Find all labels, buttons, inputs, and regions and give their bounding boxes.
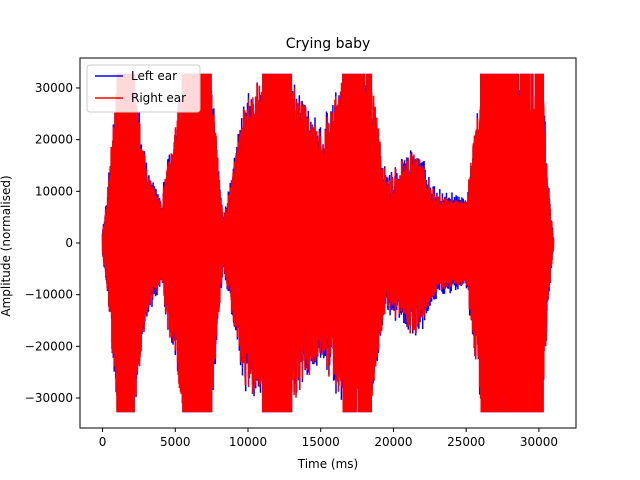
y-tick-label: −30000 [25, 391, 73, 405]
x-tick-label: 10000 [229, 435, 267, 449]
y-tick-label: 10000 [35, 184, 73, 198]
legend-label-right-ear: Right ear [131, 91, 186, 105]
x-tick-label: 15000 [302, 435, 340, 449]
x-tick-label: 30000 [520, 435, 558, 449]
series-line-right-ear [101, 73, 555, 413]
plot-area [101, 73, 555, 413]
legend-label-left-ear: Left ear [131, 69, 177, 83]
x-tick-label: 0 [99, 435, 107, 449]
chart-title: Crying baby [286, 36, 371, 52]
x-axis: 0 5000 10000 15000 20000 25000 30000 [99, 428, 558, 449]
y-axis: −30000 −20000 −10000 0 10000 20000 30000 [25, 81, 80, 405]
x-tick-label: 20000 [374, 435, 412, 449]
y-tick-label: 30000 [35, 81, 73, 95]
x-tick-label: 5000 [160, 435, 191, 449]
legend: Left ear Right ear [86, 64, 201, 113]
y-tick-label: −10000 [25, 288, 73, 302]
x-axis-label: Time (ms) [297, 457, 359, 471]
x-tick-label: 25000 [447, 435, 485, 449]
y-axis-label: Amplitude (normalised) [0, 175, 13, 316]
plot-frame [79, 57, 577, 429]
y-tick-label: 20000 [35, 133, 73, 147]
y-tick-label: 0 [65, 236, 73, 250]
y-tick-label: −20000 [25, 339, 73, 353]
